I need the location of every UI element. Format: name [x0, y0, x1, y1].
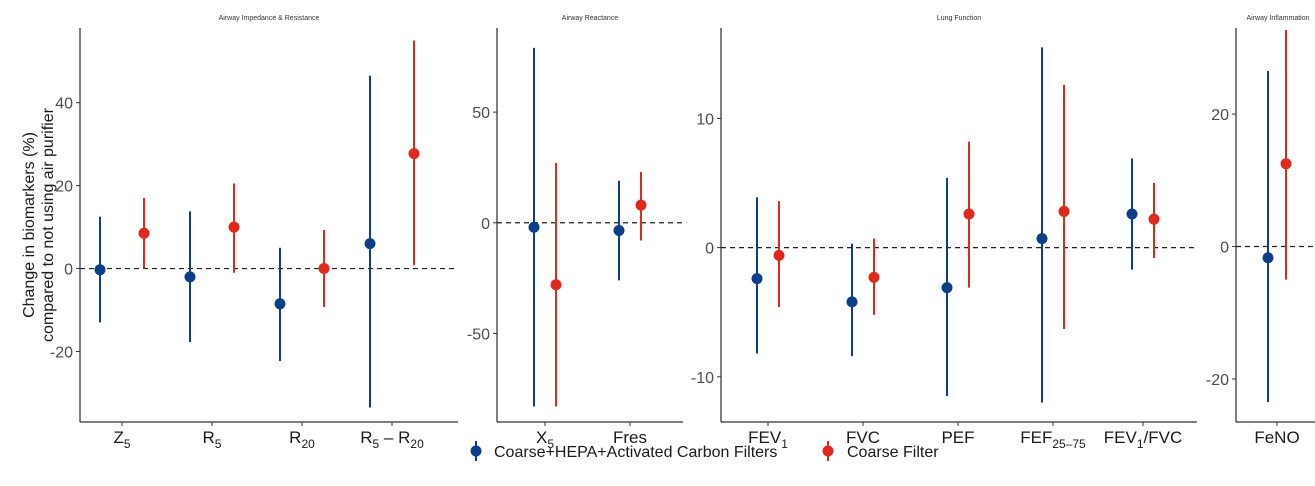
hepa-point [613, 225, 625, 237]
coarse-point [635, 199, 647, 211]
coarse-point [550, 279, 562, 291]
x-tick-label: R20 [289, 428, 315, 451]
y-tick-label: 0 [481, 216, 490, 233]
x-tick-label: R5 [203, 428, 222, 451]
panel-1: Airway Impedance & Resistance -20 0 20 40 Z5 R… [50, 15, 458, 451]
x-tick-label: X5 [536, 428, 554, 451]
legend: Coarse+HEPA+Activated Carbon Filters Coar… [470, 441, 939, 461]
coarse-point [408, 148, 420, 160]
coarse-point [868, 271, 880, 283]
panel-title: Lung Function [937, 15, 981, 22]
y-tick-label: 20 [1211, 107, 1229, 124]
y-tick-label: -50 [467, 326, 490, 343]
coarse-point [773, 249, 785, 261]
coarse-point [228, 221, 240, 233]
coarse-point [138, 227, 150, 239]
legend-key-point [470, 445, 482, 457]
hepa-point [528, 221, 540, 233]
hepa-point [751, 273, 763, 285]
x-tick-label: FVC [846, 428, 880, 447]
panel-3: Lung Function -10 0 10 FEV1 FVC PEF FEF25–75 FEV… [691, 15, 1197, 451]
panel-title: Airway Inflammation [1246, 15, 1309, 22]
panel-title: Airway Reactance [562, 15, 619, 22]
y-tick-label: 20 [55, 179, 73, 196]
y-tick-label: -20 [50, 344, 73, 361]
hepa-point [1036, 233, 1048, 245]
x-tick-label: FEF25–75 [1020, 428, 1086, 451]
y-tick-label: 0 [705, 241, 714, 258]
x-tick-label: PEF [941, 428, 974, 447]
x-tick-label: Fres [613, 428, 647, 447]
y-tick-label: 0 [1220, 240, 1229, 257]
hepa-point [184, 271, 196, 283]
legend-label: Coarse+HEPA+Activated Carbon Filters [494, 444, 777, 461]
hepa-point [941, 282, 953, 294]
panel-2: Airway Reactance -50 0 50 X5 Fres [467, 15, 683, 451]
hepa-point [274, 298, 286, 310]
y-tick-label: 0 [64, 262, 73, 279]
hepa-point [94, 264, 106, 276]
y-tick-label: -20 [1206, 372, 1229, 389]
coarse-point [1148, 213, 1160, 225]
x-tick-label: R5 – R20 [360, 428, 424, 451]
panel-title: Airway Impedance & Resistance [219, 15, 320, 22]
coarse-point [318, 263, 330, 275]
x-tick-label: FEV1/FVC [1104, 428, 1182, 451]
hepa-point [364, 238, 376, 250]
hepa-point [1262, 252, 1274, 264]
legend-label: Coarse Filter [847, 444, 939, 461]
x-tick-label: FEV1 [748, 428, 788, 451]
coarse-point [1058, 205, 1070, 217]
x-tick-label: Z5 [113, 428, 130, 451]
hepa-point [1126, 208, 1138, 220]
coarse-point [963, 208, 975, 220]
y-tick-label: 10 [696, 111, 714, 128]
x-tick-label: FeNO [1254, 428, 1299, 447]
coarse-point [1280, 158, 1292, 170]
y-axis-label: Change in biomarkers (%) compared to not … [21, 107, 57, 342]
legend-key-point [822, 445, 834, 457]
hepa-point [846, 296, 858, 308]
y-tick-label: 50 [472, 105, 490, 122]
panel-4: Airway Inflammation -20 0 20 FeNO [1206, 15, 1315, 447]
y-tick-label: -10 [691, 370, 714, 387]
y-tick-label: 40 [55, 96, 73, 113]
